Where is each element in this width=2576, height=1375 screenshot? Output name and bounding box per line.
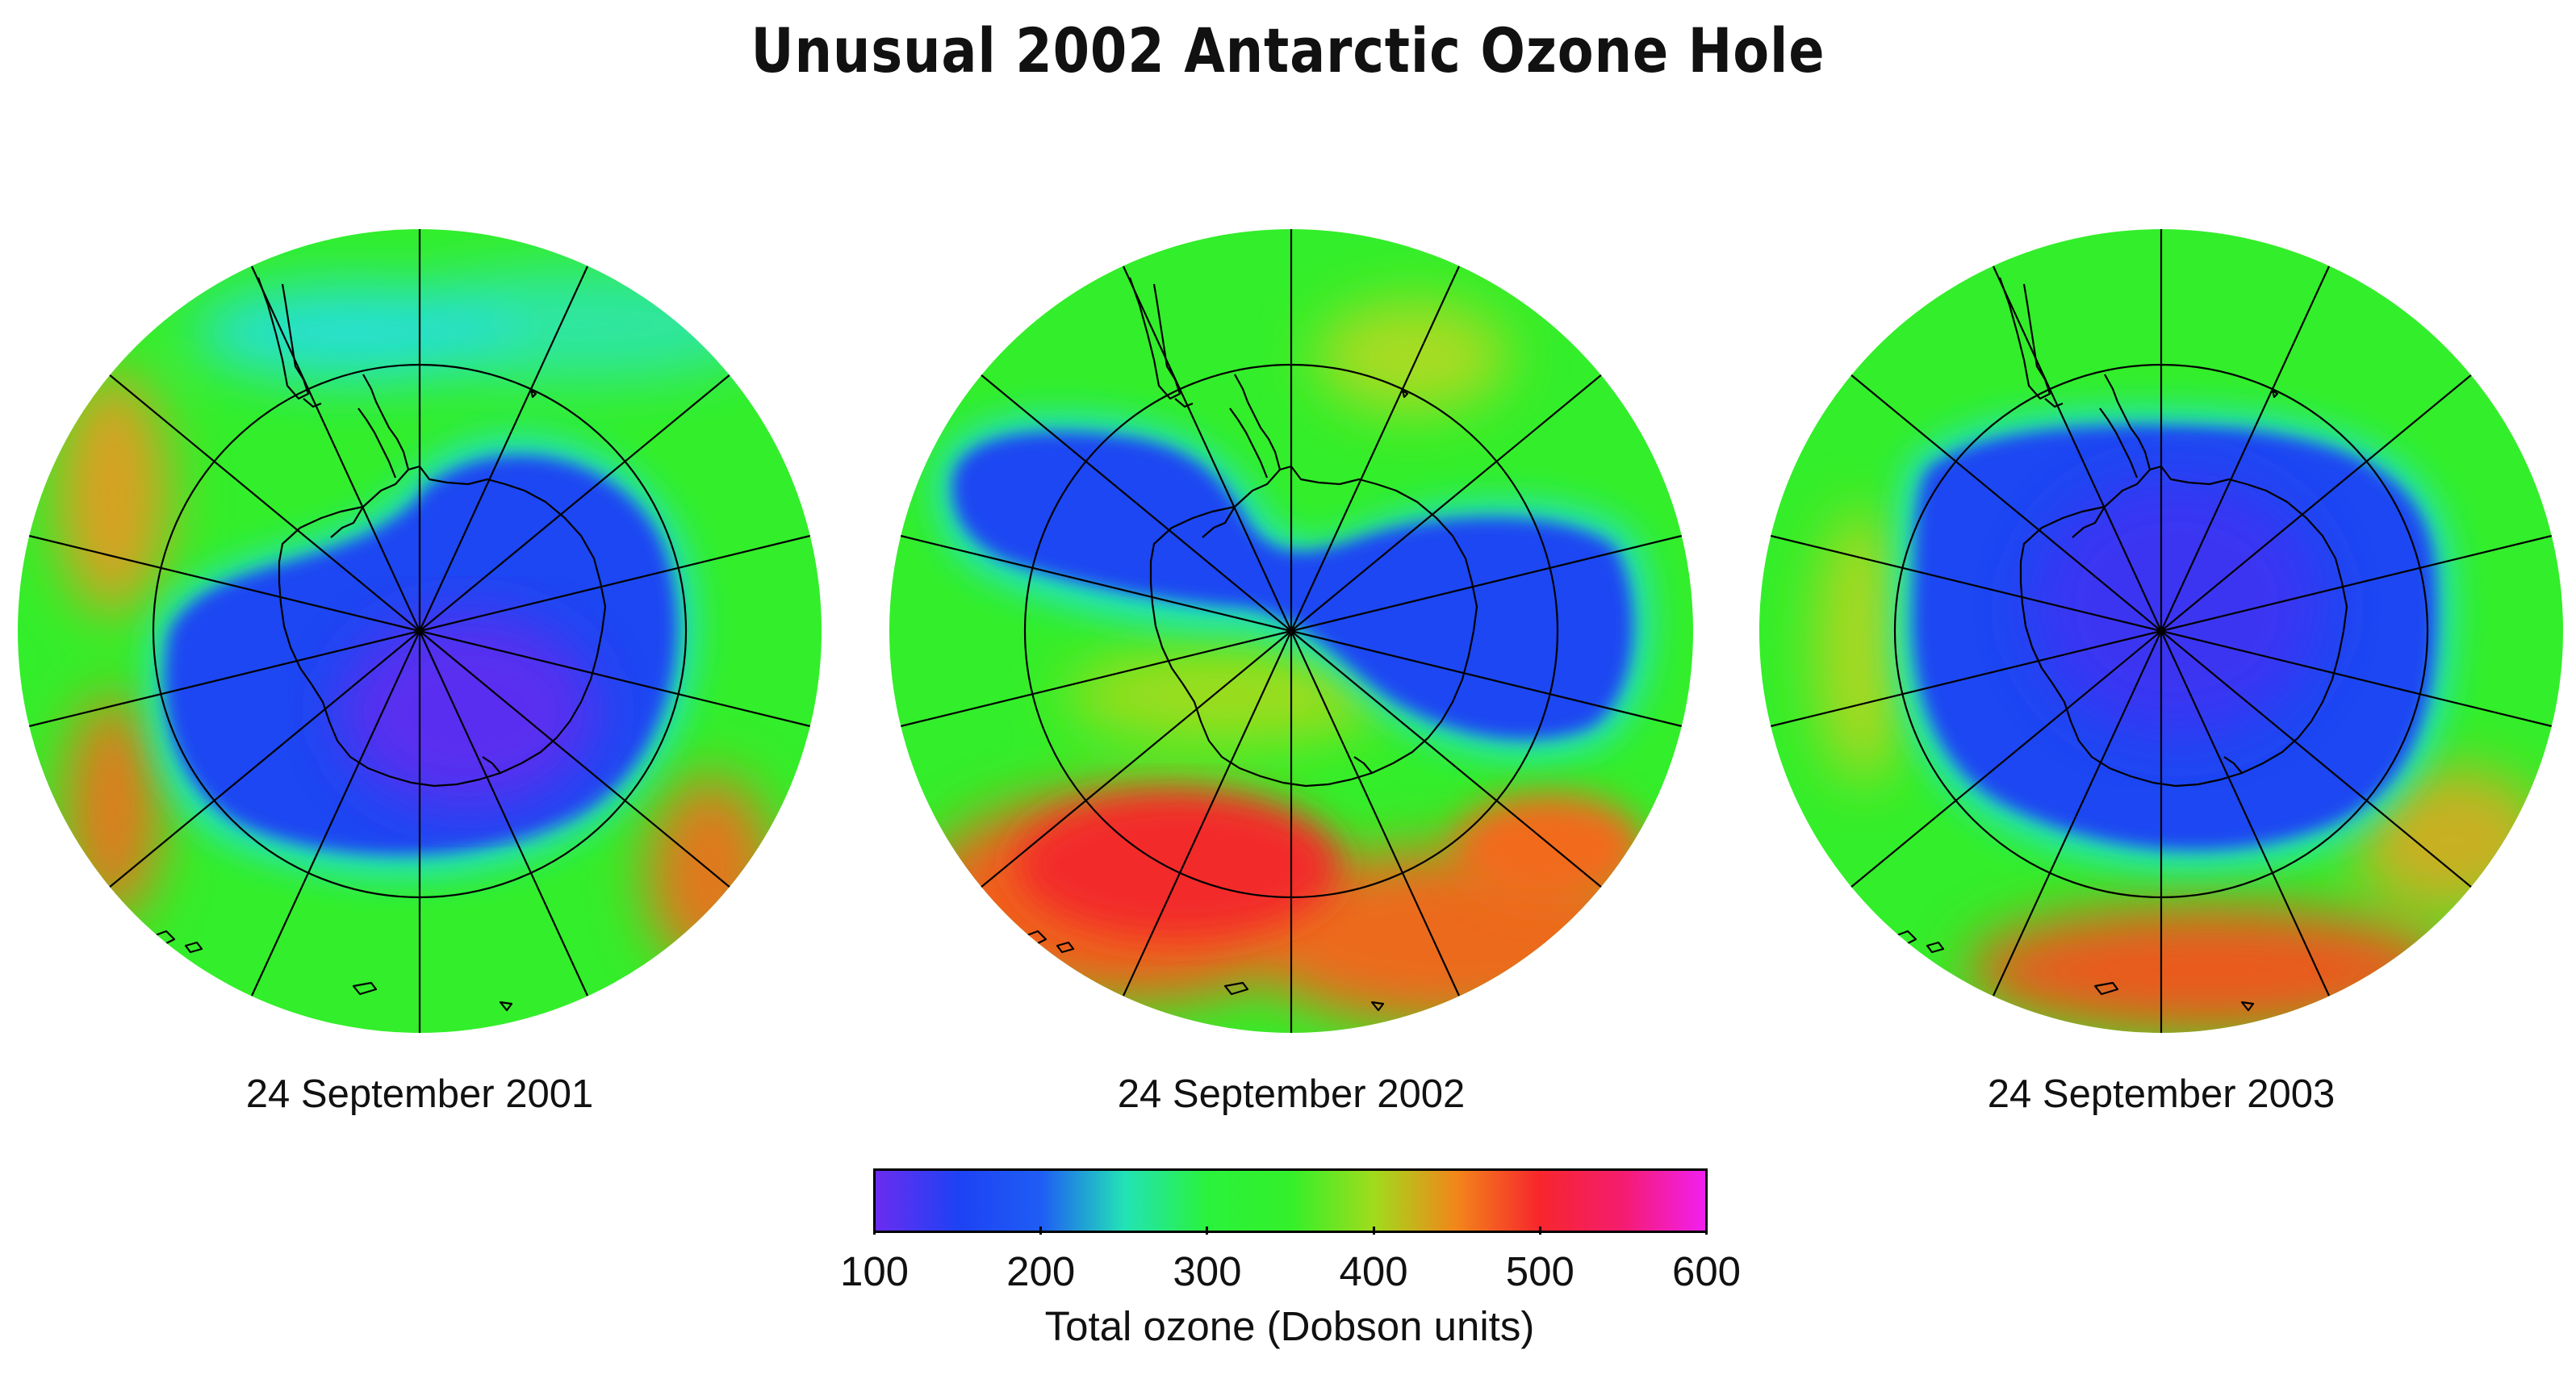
colorbar-label: Total ozone (Dobson units) bbox=[1044, 1303, 1535, 1349]
map-caption-2002: 24 September 2002 bbox=[1117, 1072, 1466, 1116]
colorbar-tick-mark bbox=[1538, 1227, 1541, 1235]
colorbar-tick-mark bbox=[1372, 1227, 1375, 1235]
map-caption-2001: 24 September 2001 bbox=[245, 1072, 594, 1116]
ozone-globe-2002 bbox=[889, 229, 1693, 1033]
colorbar-tick-label: 100 bbox=[839, 1248, 910, 1294]
ozone-map-2001 bbox=[16, 228, 823, 1034]
map-caption-2003: 24 September 2003 bbox=[1987, 1072, 2336, 1116]
colorbar-tick-label: 600 bbox=[1671, 1248, 1742, 1294]
ozone-globe-2003 bbox=[1759, 229, 2563, 1033]
ozone-map-2003 bbox=[1758, 228, 2565, 1034]
colorbar-tick-mark bbox=[1039, 1227, 1043, 1235]
ozone-map-2002 bbox=[888, 228, 1695, 1034]
ozone-globe-2001 bbox=[18, 229, 822, 1033]
colorbar-tick-mark bbox=[1705, 1227, 1708, 1235]
colorbar-tick-mark bbox=[1206, 1227, 1209, 1235]
colorbar-tick-label: 300 bbox=[1173, 1248, 1242, 1294]
chart-title: Unusual 2002 Antarctic Ozone Hole bbox=[751, 15, 1825, 86]
colorbar-tick-mark bbox=[873, 1227, 876, 1235]
colorbar-tick-label: 200 bbox=[1006, 1248, 1076, 1294]
ozone-colorbar bbox=[873, 1168, 1708, 1233]
colorbar-tick-label: 400 bbox=[1339, 1248, 1408, 1294]
colorbar-tick-label: 500 bbox=[1505, 1248, 1574, 1294]
